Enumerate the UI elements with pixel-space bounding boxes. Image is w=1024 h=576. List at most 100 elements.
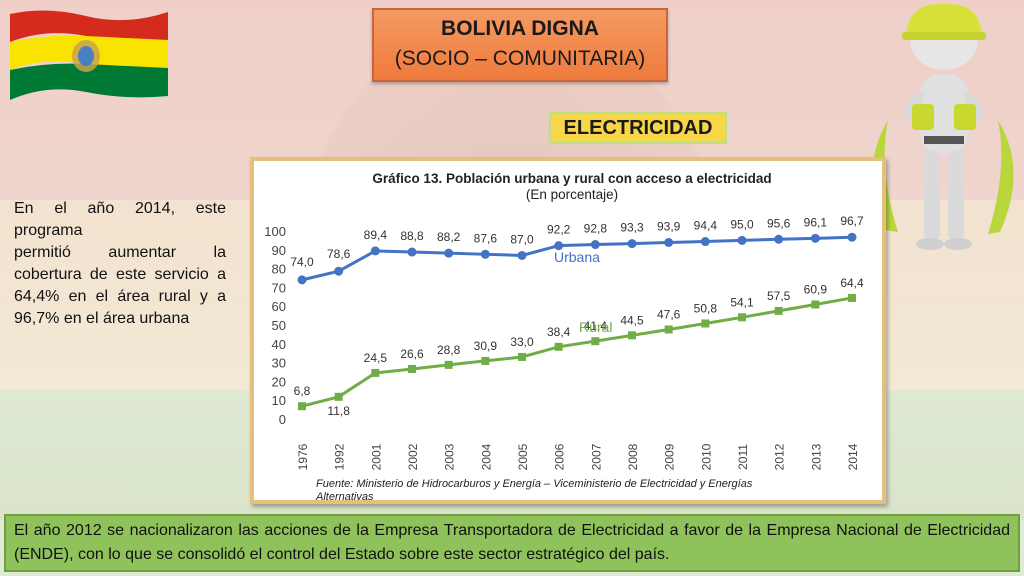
y-tick-label: 20 [272, 374, 286, 389]
data-label: 88,8 [400, 229, 424, 243]
data-point [554, 342, 563, 351]
y-tick-label: 10 [272, 393, 286, 408]
data-label: 11,8 [327, 404, 350, 418]
data-point [334, 266, 344, 276]
y-tick-label: 80 [272, 262, 286, 277]
page-subtitle: (SOCIO – COMUNITARIA) [394, 47, 646, 70]
data-label: 87,6 [474, 231, 498, 245]
data-label: 74,0 [290, 255, 314, 269]
data-label: 47,6 [657, 308, 681, 322]
data-label: 96,1 [804, 215, 828, 229]
chart-title: Gráfico 13. Población urbana y rural con… [372, 171, 771, 186]
x-tick-label: 2003 [443, 443, 457, 470]
series-label-rural: Rural [579, 319, 612, 335]
x-tick-label: 2007 [589, 443, 603, 470]
data-point [590, 240, 600, 250]
x-tick-label: 2011 [736, 444, 750, 470]
data-point [554, 241, 564, 251]
data-label: 88,2 [437, 230, 461, 244]
data-point [444, 248, 454, 258]
y-tick-label: 50 [272, 318, 286, 333]
x-tick-label: 2005 [516, 443, 530, 470]
y-tick-label: 30 [272, 356, 286, 371]
y-tick-label: 0 [279, 412, 286, 427]
data-label: 92,8 [584, 222, 608, 236]
x-tick-label: 2001 [369, 443, 383, 470]
data-point [774, 306, 783, 315]
data-point [480, 249, 490, 259]
side-description: En el año 2014, este programa permitió a… [14, 198, 226, 330]
data-point [297, 275, 307, 285]
data-label: 30,9 [474, 339, 498, 353]
data-label: 54,1 [730, 295, 754, 309]
data-point [517, 250, 527, 260]
side-text-line2: permitió aumentar la cobertura de este s… [14, 244, 226, 327]
y-tick-label: 90 [272, 243, 286, 258]
title-box: BOLIVIA DIGNA (SOCIO – COMUNITARIA) [372, 8, 668, 82]
section-label: ELECTRICIDAD [549, 112, 727, 144]
line-chart: Gráfico 13. Población urbana y rural con… [264, 171, 864, 500]
data-point [518, 352, 526, 361]
data-point [700, 237, 710, 247]
data-label: 87,0 [510, 232, 534, 246]
data-label: 33,0 [510, 335, 534, 349]
chart-source-line2: Alternativas [315, 491, 374, 500]
data-label: 78,6 [327, 247, 351, 261]
data-label: 96,7 [840, 214, 864, 228]
data-label: 93,3 [620, 221, 644, 235]
data-point [701, 319, 710, 328]
page-title: BOLIVIA DIGNA [441, 17, 599, 40]
y-tick-label: 60 [272, 299, 286, 314]
data-label: 60,9 [804, 283, 828, 297]
x-tick-label: 2010 [699, 443, 713, 470]
data-label: 89,4 [364, 228, 388, 242]
data-point [627, 239, 637, 249]
data-point [664, 237, 674, 247]
data-label: 38,4 [547, 325, 571, 339]
series-line-rural [301, 296, 853, 408]
data-label: 92,2 [547, 223, 571, 237]
data-point [737, 235, 747, 245]
data-label: 95,6 [767, 216, 791, 230]
data-point [591, 337, 600, 346]
data-label: 64,4 [840, 276, 864, 290]
data-point [408, 364, 416, 373]
data-point [847, 232, 857, 242]
data-label: 95,0 [730, 217, 754, 231]
chart-source-line1: Fuente: Ministerio de Hidrocarburos y En… [316, 478, 753, 490]
x-tick-label: 1992 [333, 443, 347, 470]
footer-note: El año 2012 se nacionalizaron las accion… [4, 514, 1020, 572]
x-tick-label: 2004 [479, 443, 493, 470]
series-label-urbana: Urbana [554, 249, 600, 265]
x-tick-label: 2014 [846, 443, 860, 470]
data-label: 50,8 [694, 301, 718, 315]
data-point [628, 331, 636, 340]
data-point [298, 402, 306, 411]
data-point [407, 247, 417, 257]
data-label: 57,5 [767, 289, 791, 303]
data-label: 44,5 [620, 313, 644, 327]
side-text-line1: En el año 2014, este programa [14, 200, 226, 239]
series-line-urbana [301, 235, 853, 282]
data-point [738, 313, 746, 322]
x-tick-label: 2002 [406, 443, 420, 470]
data-label: 94,4 [694, 219, 718, 233]
chart-frame: Gráfico 13. Población urbana y rural con… [250, 157, 886, 504]
y-tick-label: 100 [264, 224, 286, 239]
x-tick-label: 2012 [773, 443, 787, 470]
x-tick-label: 2013 [809, 443, 823, 470]
x-tick-label: 2006 [553, 443, 567, 470]
data-point [334, 392, 343, 401]
data-point [481, 356, 490, 365]
bolivia-flag-icon [10, 10, 168, 100]
data-label: 24,5 [364, 351, 388, 365]
data-label: 41,4 [584, 319, 608, 333]
y-tick-label: 70 [272, 280, 286, 295]
data-label: 6,8 [294, 384, 311, 398]
data-label: 28,8 [437, 343, 461, 357]
x-tick-label: 1976 [296, 443, 310, 470]
chart-subtitle: (En porcentaje) [526, 187, 618, 202]
data-point [811, 300, 820, 309]
data-label: 93,9 [657, 219, 681, 233]
data-label: 26,6 [400, 347, 424, 361]
